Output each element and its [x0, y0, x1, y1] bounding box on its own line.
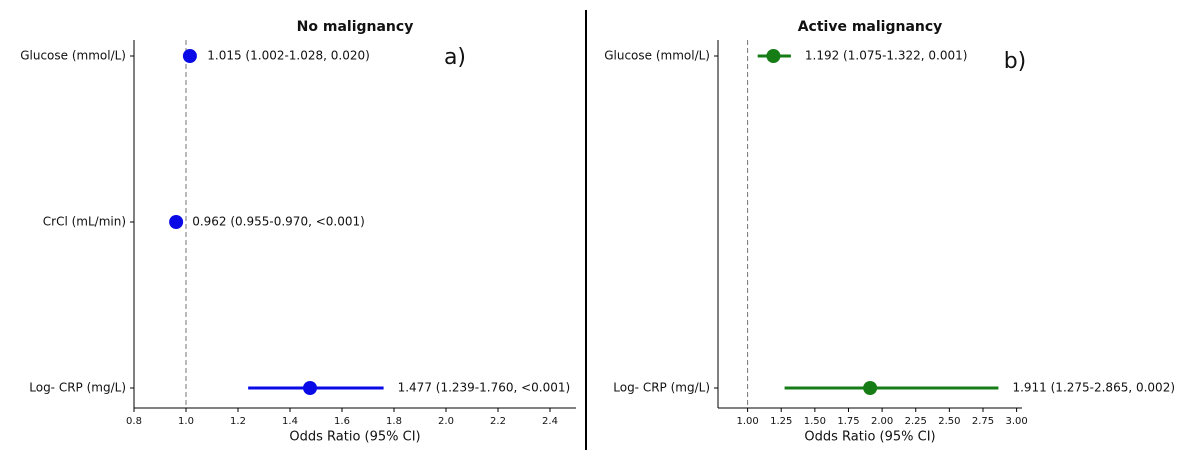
y-tick-label: Log- CRP (mg/L) — [29, 381, 126, 395]
value-label: 1.192 (1.075-1.322, 0.001) — [805, 49, 968, 63]
panel-label: a) — [444, 45, 466, 70]
point-estimate — [182, 49, 197, 63]
value-label: 1.477 (1.239-1.760, <0.001) — [398, 381, 571, 395]
panel-label: b) — [1004, 49, 1027, 74]
value-label: 1.015 (1.002-1.028, 0.020) — [207, 49, 370, 63]
point-estimate — [766, 49, 781, 63]
y-tick-label: CrCl (mL/min) — [43, 215, 126, 229]
point-estimate — [303, 381, 318, 395]
y-tick-label: Log- CRP (mg/L) — [613, 381, 710, 395]
x-tick-label: 2.50 — [938, 416, 960, 427]
x-tick-label: 2.2 — [490, 416, 506, 427]
x-tick-label: 2.4 — [542, 416, 558, 427]
x-tick-label: 3.00 — [1005, 416, 1027, 427]
x-tick-label: 0.8 — [126, 416, 142, 427]
y-tick-label: Glucose (mmol/L) — [20, 49, 126, 63]
chart-title: No malignancy — [297, 19, 414, 35]
x-tick-label: 2.25 — [905, 416, 927, 427]
x-tick-label: 2.75 — [972, 416, 994, 427]
x-tick-label: 2.0 — [438, 416, 454, 427]
x-tick-label: 2.00 — [871, 416, 893, 427]
x-tick-label: 1.75 — [837, 416, 859, 427]
x-tick-label: 1.4 — [282, 416, 298, 427]
x-tick-label: 1.6 — [334, 416, 350, 427]
point-estimate — [169, 215, 184, 229]
value-label: 1.911 (1.275-2.865, 0.002) — [1012, 381, 1175, 395]
x-tick-label: 1.2 — [230, 416, 246, 427]
point-estimate — [863, 381, 878, 395]
x-tick-label: 1.25 — [770, 416, 792, 427]
x-tick-label: 1.0 — [178, 416, 194, 427]
x-axis-label: Odds Ratio (95% CI) — [289, 430, 420, 445]
value-label: 0.962 (0.955-0.970, <0.001) — [192, 215, 365, 229]
chart-title: Active malignancy — [798, 19, 943, 35]
y-tick-label: Glucose (mmol/L) — [604, 49, 710, 63]
x-tick-label: 1.8 — [386, 416, 402, 427]
x-tick-label: 1.50 — [804, 416, 826, 427]
x-tick-label: 1.00 — [736, 416, 758, 427]
x-axis-label: Odds Ratio (95% CI) — [804, 430, 935, 445]
